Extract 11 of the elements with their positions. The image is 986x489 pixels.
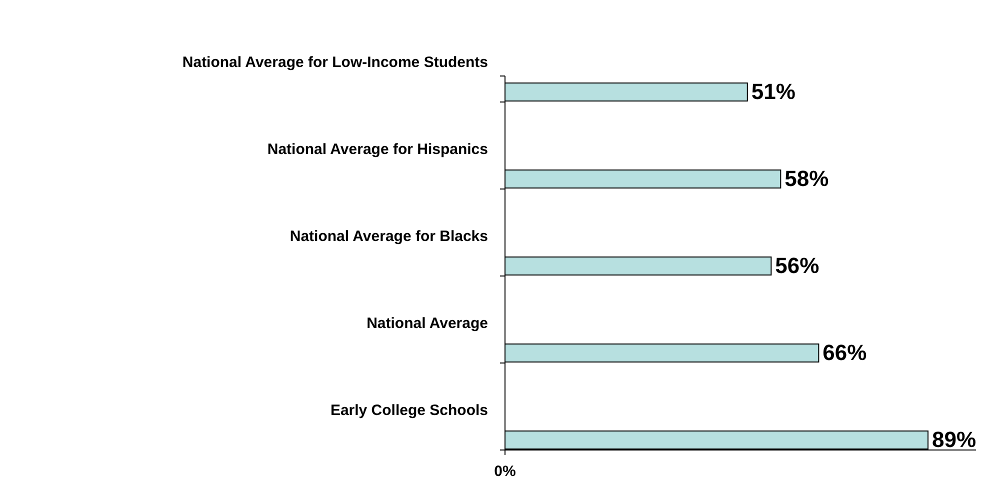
text: 0%	[494, 463, 516, 480]
data-label: 66%	[822, 340, 867, 365]
y-tick-label: National Average for Hispanics	[267, 141, 488, 158]
data-label: 51%	[751, 79, 796, 104]
data-label: 89%	[932, 427, 976, 452]
y-tick-label: National Average for Low-Income Students	[182, 54, 488, 71]
y-tick-label: National Average	[366, 315, 488, 332]
data-label: 58%	[784, 166, 829, 191]
y-tick-label: Early College Schools	[330, 402, 488, 419]
y-tick-label: National Average for Blacks	[290, 228, 488, 245]
data-label: 56%	[775, 253, 820, 278]
